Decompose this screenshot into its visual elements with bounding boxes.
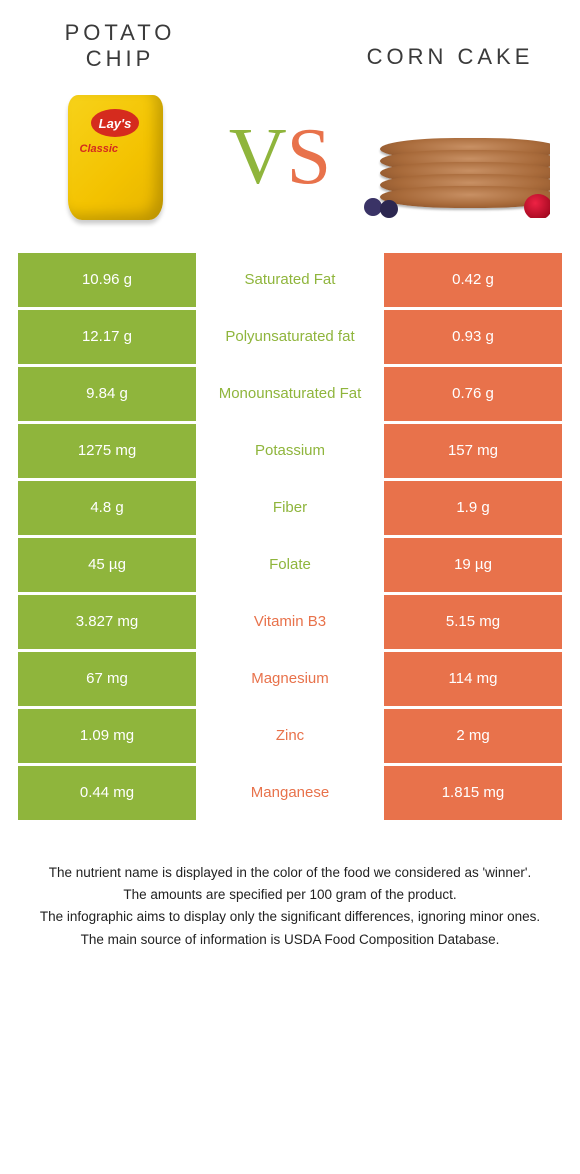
- table-row: 3.827 mgVitamin B35.15 mg: [18, 595, 562, 649]
- vs-s: S: [287, 113, 332, 201]
- footer-line-1: The nutrient name is displayed in the co…: [30, 863, 550, 883]
- nutrient-label: Folate: [196, 538, 384, 592]
- table-row: 4.8 gFiber1.9 g: [18, 481, 562, 535]
- table-row: 1.09 mgZinc2 mg: [18, 709, 562, 763]
- table-row: 0.44 mgManganese1.815 mg: [18, 766, 562, 820]
- value-right: 0.76 g: [384, 367, 562, 421]
- nutrient-label: Manganese: [196, 766, 384, 820]
- value-right: 1.9 g: [384, 481, 562, 535]
- table-row: 67 mgMagnesium114 mg: [18, 652, 562, 706]
- value-left: 0.44 mg: [18, 766, 196, 820]
- value-right: 1.815 mg: [384, 766, 562, 820]
- value-right: 19 µg: [384, 538, 562, 592]
- title-left: POTATO CHIP: [30, 20, 210, 73]
- table-row: 45 µgFolate19 µg: [18, 538, 562, 592]
- images-row: VS: [0, 73, 580, 253]
- value-left: 1275 mg: [18, 424, 196, 478]
- header: POTATO CHIP CORN CAKE: [0, 0, 580, 73]
- value-right: 114 mg: [384, 652, 562, 706]
- nutrient-label: Magnesium: [196, 652, 384, 706]
- footer-line-3: The infographic aims to display only the…: [30, 907, 550, 927]
- potato-chip-image: [30, 88, 200, 228]
- value-right: 2 mg: [384, 709, 562, 763]
- value-left: 10.96 g: [18, 253, 196, 307]
- corn-cake-image: [360, 98, 550, 218]
- nutrient-label: Saturated Fat: [196, 253, 384, 307]
- table-row: 10.96 gSaturated Fat0.42 g: [18, 253, 562, 307]
- table-row: 12.17 gPolyunsaturated fat0.93 g: [18, 310, 562, 364]
- table-row: 1275 mgPotassium157 mg: [18, 424, 562, 478]
- value-left: 9.84 g: [18, 367, 196, 421]
- chip-bag-icon: [68, 95, 163, 220]
- footer-line-4: The main source of information is USDA F…: [30, 930, 550, 950]
- value-left: 12.17 g: [18, 310, 196, 364]
- nutrient-label: Polyunsaturated fat: [196, 310, 384, 364]
- value-left: 4.8 g: [18, 481, 196, 535]
- value-left: 45 µg: [18, 538, 196, 592]
- value-right: 157 mg: [384, 424, 562, 478]
- vs-label: VS: [229, 112, 331, 203]
- title-left-line1: POTATO: [65, 20, 176, 45]
- title-right: CORN CAKE: [350, 44, 550, 70]
- nutrient-label: Potassium: [196, 424, 384, 478]
- value-left: 3.827 mg: [18, 595, 196, 649]
- comparison-table: 10.96 gSaturated Fat0.42 g12.17 gPolyuns…: [0, 253, 580, 820]
- nutrient-label: Fiber: [196, 481, 384, 535]
- footer-notes: The nutrient name is displayed in the co…: [0, 823, 580, 992]
- nutrient-label: Zinc: [196, 709, 384, 763]
- nutrient-label: Vitamin B3: [196, 595, 384, 649]
- value-left: 67 mg: [18, 652, 196, 706]
- value-right: 0.93 g: [384, 310, 562, 364]
- value-right: 5.15 mg: [384, 595, 562, 649]
- footer-line-2: The amounts are specified per 100 gram o…: [30, 885, 550, 905]
- title-left-line2: CHIP: [86, 46, 155, 71]
- value-right: 0.42 g: [384, 253, 562, 307]
- table-row: 9.84 gMonounsaturated Fat0.76 g: [18, 367, 562, 421]
- nutrient-label: Monounsaturated Fat: [196, 367, 384, 421]
- vs-v: V: [229, 113, 287, 201]
- value-left: 1.09 mg: [18, 709, 196, 763]
